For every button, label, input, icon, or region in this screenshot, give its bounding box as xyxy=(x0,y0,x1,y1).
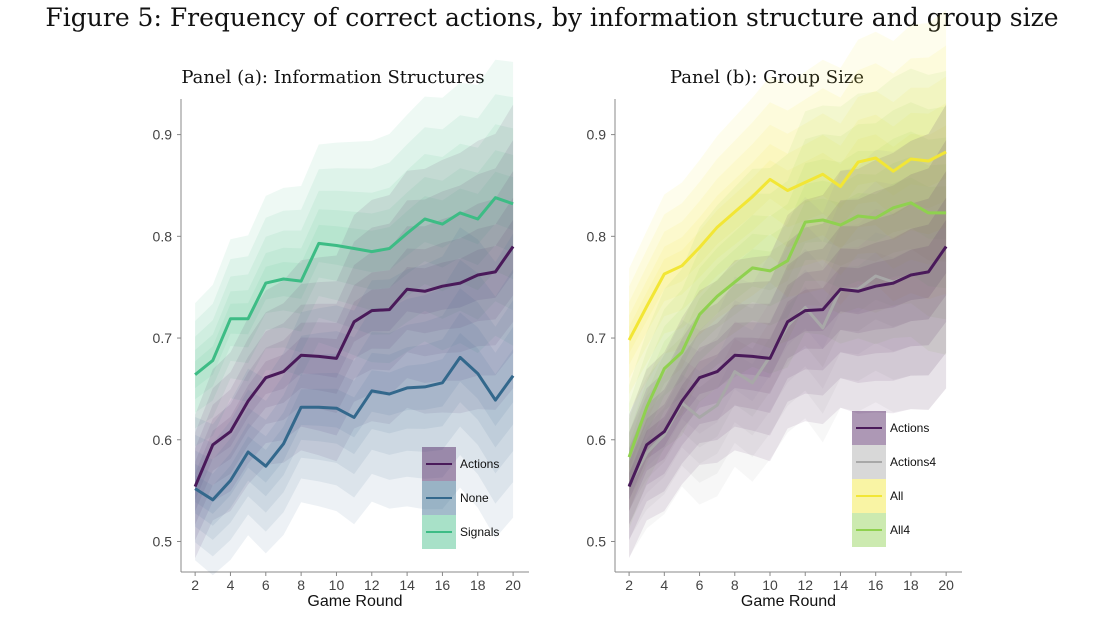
band-all xyxy=(629,103,947,365)
band-signals xyxy=(195,59,514,447)
band-actions xyxy=(195,140,514,541)
y-tick-label: 0.6 xyxy=(153,432,173,448)
x-tick-label: 20 xyxy=(505,577,521,593)
x-tick-label: 6 xyxy=(696,577,704,593)
x-tick-label: 4 xyxy=(227,577,235,593)
legend-label: Actions xyxy=(890,421,929,435)
legend-label: Actions4 xyxy=(890,455,936,469)
line-actions xyxy=(627,245,948,488)
x-tick-label: 10 xyxy=(762,577,778,593)
x-tick-label: 18 xyxy=(470,577,486,593)
x-tick-label: 12 xyxy=(797,577,813,593)
legend-label: All xyxy=(890,489,903,503)
y-tick-label: 0.8 xyxy=(587,228,607,244)
legend: Actions None Signals xyxy=(422,447,499,549)
uncertainty-bands xyxy=(195,59,514,576)
band-all4 xyxy=(629,68,947,529)
band-actions xyxy=(195,197,514,512)
band-actions xyxy=(629,140,947,541)
y-tick-label: 0.5 xyxy=(587,533,607,549)
series-lines xyxy=(627,150,948,488)
x-tick-label: 16 xyxy=(868,577,884,593)
series-lines xyxy=(193,196,515,502)
y-tick-label: 0.9 xyxy=(153,127,173,143)
band-actions xyxy=(195,171,514,525)
x-tick-label: 14 xyxy=(833,577,849,593)
x-tick-label: 8 xyxy=(297,577,305,593)
legend-item-actions: Actions xyxy=(422,447,499,481)
band-all xyxy=(629,45,947,394)
x-tick-label: 2 xyxy=(625,577,633,593)
legend-label: All4 xyxy=(890,523,910,537)
band-none xyxy=(195,227,514,576)
band-actions xyxy=(629,171,947,525)
x-tick-label: 4 xyxy=(660,577,668,593)
x-axis-label: Game Round xyxy=(741,593,836,610)
band-all xyxy=(629,76,947,379)
x-tick-label: 18 xyxy=(903,577,919,593)
band-all4 xyxy=(629,131,947,496)
band-none xyxy=(195,333,514,514)
legend-label: Actions xyxy=(460,457,499,471)
band-none xyxy=(195,312,514,526)
x-tick-label: 20 xyxy=(938,577,954,593)
legend-label: None xyxy=(460,491,489,505)
band-all xyxy=(629,125,947,354)
band-actions xyxy=(629,197,947,512)
legend-item-none: None xyxy=(422,481,489,515)
band-none xyxy=(195,288,514,540)
line-all xyxy=(627,150,947,341)
x-tick-label: 2 xyxy=(191,577,199,593)
band-signals xyxy=(195,94,514,429)
band-actions4 xyxy=(629,140,947,540)
band-all4 xyxy=(629,102,947,511)
band-none xyxy=(195,259,514,557)
x-tick-label: 8 xyxy=(731,577,739,593)
legend-label: Signals xyxy=(460,525,499,539)
band-signals xyxy=(195,124,514,413)
y-tick-label: 0.5 xyxy=(153,533,173,549)
legend-item-actions4: Actions4 xyxy=(852,445,936,479)
band-all4 xyxy=(629,156,947,482)
line-signals xyxy=(194,196,514,376)
y-tick-label: 0.6 xyxy=(587,432,607,448)
band-actions4 xyxy=(629,197,947,511)
y-tick-label: 0.7 xyxy=(587,330,607,346)
y-tick-label: 0.9 xyxy=(587,127,607,143)
figure-title: Figure 5: Frequency of correct actions, … xyxy=(45,3,1058,32)
legend-item-all4: All4 xyxy=(852,513,910,547)
line-actions xyxy=(193,245,515,488)
panel-title: Panel (a): Information Structures xyxy=(181,67,484,88)
panel-title: Panel (b): Group Size xyxy=(670,67,864,88)
band-all xyxy=(629,10,947,412)
line-none xyxy=(194,355,515,502)
x-tick-label: 14 xyxy=(399,577,415,593)
band-actions xyxy=(195,104,514,559)
band-signals xyxy=(195,171,514,389)
legend-item-actions: Actions xyxy=(852,411,929,445)
x-tick-label: 16 xyxy=(435,577,451,593)
uncertainty-bands xyxy=(629,10,947,559)
band-all4 xyxy=(629,177,947,471)
x-tick-label: 6 xyxy=(262,577,270,593)
x-tick-label: 10 xyxy=(329,577,345,593)
legend-item-all: All xyxy=(852,479,903,513)
y-tick-label: 0.8 xyxy=(153,228,173,244)
panel-b: Panel (b): Group Size 0.5 0.6 0.7 0.8 0.9 2 4 6 8… xyxy=(587,10,962,610)
x-tick-label: 12 xyxy=(364,577,380,593)
legend: Actions Actions4 All All4 xyxy=(852,411,936,547)
legend-item-signals: Signals xyxy=(422,515,499,549)
x-axis-label: Game Round xyxy=(307,593,402,610)
band-signals xyxy=(195,150,514,400)
line-all4 xyxy=(627,201,947,458)
panel-a: Panel (a): Information Structures 0.5 0.6 0… xyxy=(153,59,529,610)
y-tick-label: 0.7 xyxy=(153,330,173,346)
band-actions4 xyxy=(629,171,947,524)
